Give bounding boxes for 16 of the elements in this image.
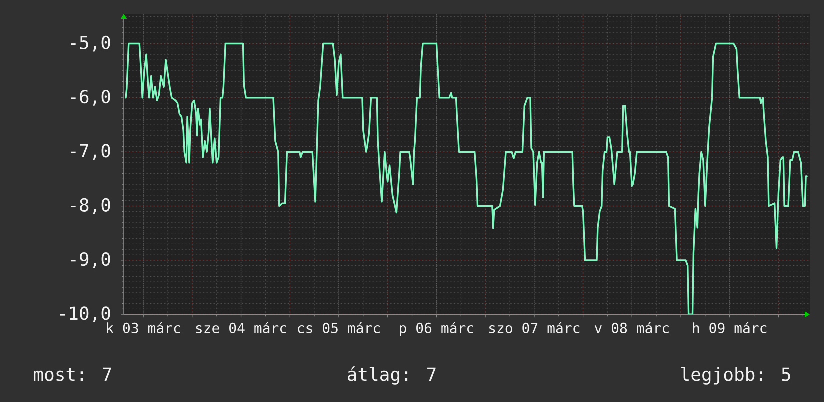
y-tick-label: -10,0	[60, 306, 110, 323]
x-tick-label: szo 07 márc	[490, 322, 580, 334]
y-tick-label: -9,0	[71, 252, 110, 268]
y-tick-label: -8,0	[71, 198, 110, 214]
y-tick-label: -7,0	[71, 144, 110, 160]
x-tick-label: cs 05 márc	[298, 322, 380, 334]
x-tick-label: h 09 márc	[693, 322, 767, 334]
y-tick-label: -5,0	[71, 36, 110, 52]
x-tick-label: k 03 márc	[107, 322, 180, 334]
text: most: 7	[34, 368, 112, 382]
x-tick-label: p 06 márc	[400, 322, 474, 336]
text: átlag: 7	[348, 366, 436, 385]
text: legjobb: 5	[681, 367, 790, 385]
x-tick-label: sze 04 márc	[196, 322, 286, 334]
x-tick-label: v 08 márc	[594, 322, 669, 334]
y-tick-label: -6,0	[71, 90, 110, 106]
